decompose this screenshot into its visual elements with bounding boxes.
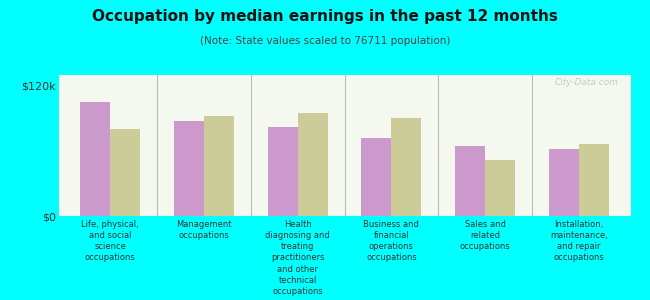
Bar — [174, 121, 204, 216]
Bar — [204, 116, 234, 216]
Text: (Note: State values scaled to 76711 population): (Note: State values scaled to 76711 popu… — [200, 36, 450, 46]
Bar — [268, 127, 298, 216]
Bar — [579, 144, 609, 216]
Bar — [391, 118, 421, 216]
Bar — [455, 146, 485, 216]
Bar — [549, 149, 579, 216]
Text: Occupation by median earnings in the past 12 months: Occupation by median earnings in the pas… — [92, 9, 558, 24]
Bar — [361, 138, 391, 216]
Bar — [298, 113, 328, 216]
Bar — [110, 129, 140, 216]
Bar — [80, 102, 110, 216]
Text: City-Data.com: City-Data.com — [555, 78, 619, 87]
Bar — [485, 160, 515, 216]
